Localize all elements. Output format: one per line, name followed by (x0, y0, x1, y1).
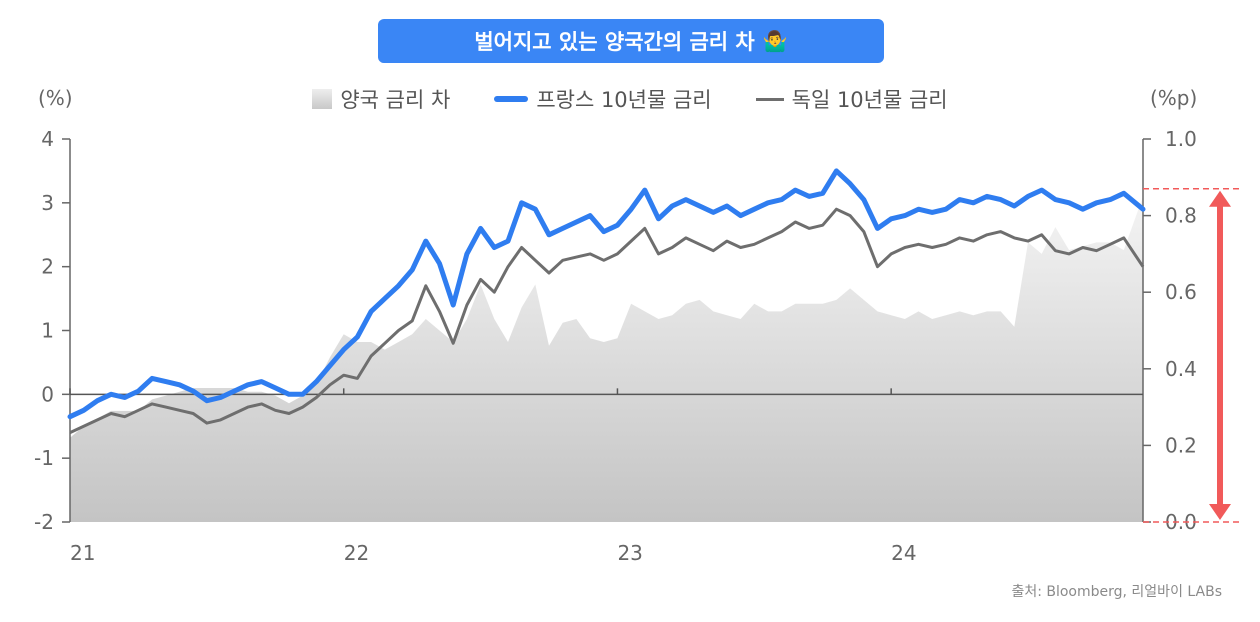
x-tick-label: 23 (617, 541, 642, 565)
annotation-layer (1143, 188, 1240, 523)
left-tick-label: 2 (41, 255, 54, 279)
x-tick-label: 21 (70, 541, 95, 565)
shrug-emoji-icon: 🤷‍♂️ (762, 29, 788, 53)
left-tick-label: 4 (41, 127, 54, 151)
right-tick-label: 1.0 (1165, 127, 1197, 151)
x-tick-label: 22 (344, 541, 369, 565)
left-tick-label: 1 (41, 319, 54, 343)
chart-title: 벌어지고 있는 양국간의 금리 차 🤷‍♂️ (378, 19, 884, 63)
spread-arrow-head-up (1209, 190, 1231, 207)
legend-swatch-france (494, 96, 529, 102)
legend-label-germany: 독일 10년물 금리 (791, 88, 948, 112)
right-tick-label: 0.2 (1165, 433, 1197, 457)
left-tick-label: -2 (34, 510, 54, 534)
left-axis-unit: (%) (38, 86, 73, 110)
spread-area-layer (70, 196, 1143, 522)
source-note: 출처: Bloomberg, 리얼바이 LABs (1011, 584, 1222, 600)
chart-title-text: 벌어지고 있는 양국간의 금리 차 (474, 30, 755, 54)
legend-item-germany: 독일 10년물 금리 (755, 84, 948, 114)
right-tick-label: 0.8 (1165, 204, 1197, 228)
legend-label-spread: 양국 금리 차 (340, 88, 451, 112)
legend-item-spread: 양국 금리 차 (312, 84, 450, 114)
france-10y-line (67, 168, 1146, 420)
germany-10y-line (69, 207, 1145, 434)
legend-swatch-spread (312, 89, 333, 109)
legend: 양국 금리 차 프랑스 10년물 금리 독일 10년물 금리 (0, 84, 1260, 114)
left-tick-label: -1 (34, 446, 54, 470)
right-tick-label: 0.4 (1165, 357, 1197, 381)
spread-area (70, 196, 1143, 522)
legend-label-france: 프랑스 10년물 금리 (536, 88, 712, 112)
right-tick-label: 0.6 (1165, 280, 1197, 304)
x-tick-label: 24 (891, 541, 916, 565)
legend-item-france: 프랑스 10년물 금리 (494, 84, 712, 114)
left-tick-label: 0 (41, 382, 54, 406)
right-axis-unit: (%p) (1150, 86, 1198, 110)
left-tick-label: 3 (41, 191, 54, 215)
line-layer (67, 168, 1146, 434)
legend-swatch-germany (755, 97, 784, 101)
spread-arrow-head-down (1209, 504, 1231, 520)
right-tick-label: 0.0 (1165, 510, 1197, 534)
